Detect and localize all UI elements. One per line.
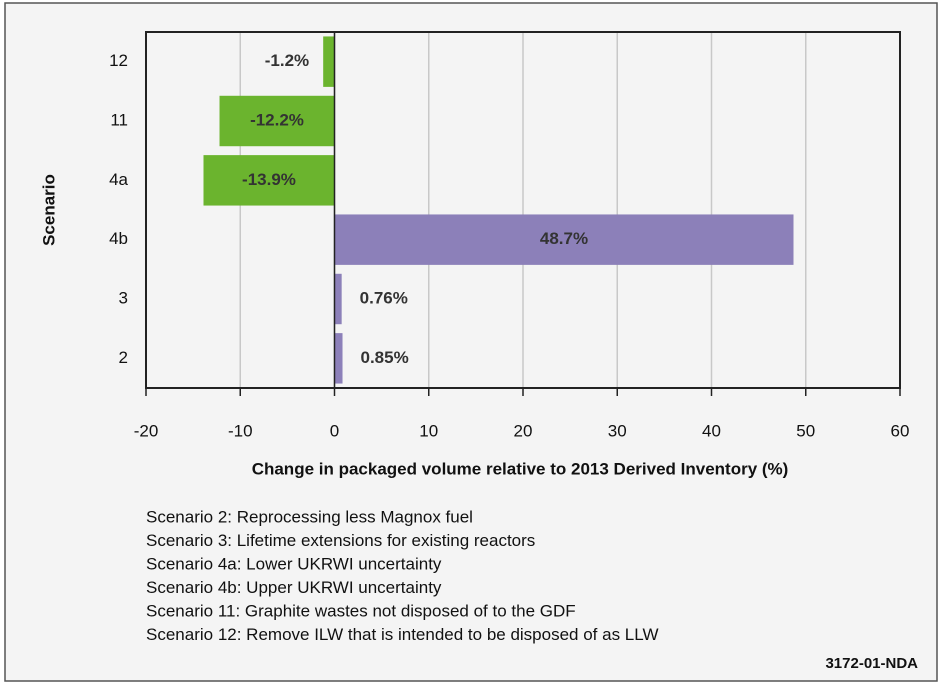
x-tick-label: 20	[514, 421, 533, 440]
bar	[323, 36, 335, 87]
y-tick-label: 4b	[109, 229, 128, 248]
bar	[334, 273, 342, 325]
x-tick-label: -20	[134, 421, 159, 440]
plot-border	[145, 31, 901, 389]
note: Scenario 11: Graphite wastes not dispose…	[146, 601, 576, 620]
x-axis-title: Change in packaged volume relative to 20…	[252, 459, 789, 478]
y-tick-label: 3	[119, 288, 128, 307]
frame	[4, 2, 938, 682]
footnote: 3172-01-NDA	[825, 655, 918, 672]
x-tick-label: 60	[891, 421, 910, 440]
bar	[219, 95, 335, 147]
bar	[334, 214, 794, 265]
x-tick-label: 0	[330, 421, 339, 440]
note: Scenario 3: Lifetime extensions for exis…	[146, 531, 535, 550]
x-tick-label: 50	[796, 421, 815, 440]
value-label: 0.76%	[360, 288, 408, 307]
x-tick-label: -10	[228, 421, 253, 440]
bar	[334, 333, 343, 384]
bar	[203, 155, 335, 206]
y-tick-label: 12	[109, 51, 128, 70]
note: Scenario 12: Remove ILW that is intended…	[146, 625, 659, 644]
value-label: -13.9%	[242, 170, 296, 189]
value-label: 0.85%	[361, 348, 409, 367]
y-tick-label: 4a	[109, 170, 128, 189]
value-label: -12.2%	[250, 110, 304, 129]
value-label: 48.7%	[540, 229, 588, 248]
note: Scenario 4a: Lower UKRWI uncertainty	[146, 554, 442, 573]
value-label: -1.2%	[265, 51, 309, 70]
note: Scenario 2: Reprocessing less Magnox fue…	[146, 507, 473, 526]
y-tick-label: 11	[110, 110, 128, 129]
y-axis-title: Scenario	[39, 174, 58, 246]
x-tick-label: 30	[608, 421, 627, 440]
x-tick-label: 10	[419, 421, 438, 440]
note: Scenario 4b: Upper UKRWI uncertainty	[146, 578, 442, 597]
x-tick-label: 40	[702, 421, 721, 440]
y-tick-label: 2	[119, 348, 128, 367]
